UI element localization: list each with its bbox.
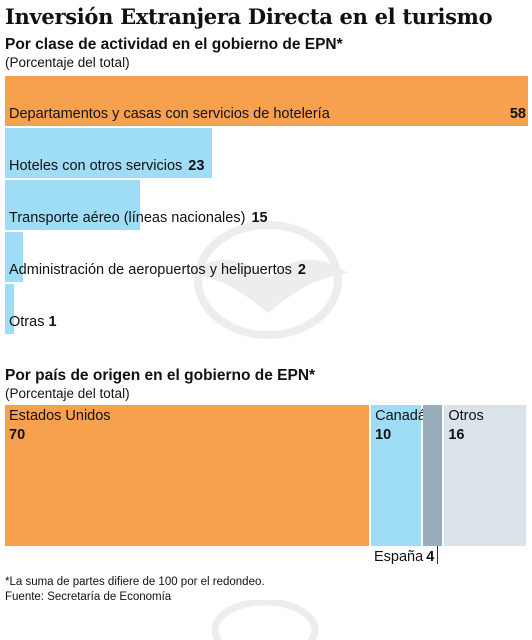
- bar-category-3: Administración de aeropuertos y helipuer…: [9, 262, 292, 278]
- eagle-emblem-watermark: [188, 221, 348, 339]
- bar-2: [5, 180, 141, 230]
- bar-category-1: Hoteles con otros servicios: [9, 158, 183, 174]
- country-value-3: 16: [448, 427, 465, 443]
- bar-value-0: 58: [509, 106, 526, 122]
- activity-bar-chart: Departamentos y casas con servicios de h…: [5, 76, 528, 334]
- spain-callout-label: España: [374, 549, 424, 565]
- bar-value-4: 1: [48, 314, 57, 330]
- country-tile-2: [423, 405, 443, 546]
- bar-value-3: 2: [297, 262, 306, 278]
- footnote: *La suma de partes difiere de 100 por el…: [5, 576, 265, 588]
- country-value-0: 70: [9, 427, 26, 443]
- bar-category-2: Transporte aéreo (líneas nacionales): [9, 210, 246, 226]
- spain-callout-line: [437, 546, 438, 564]
- bar-label-2: Transporte aéreo (líneas nacionales) 15: [9, 210, 268, 226]
- bar-category-4: Otras: [9, 314, 45, 330]
- bar-label-4: Otras 1: [9, 314, 57, 330]
- bar-label-1: Hoteles con otros servicios 23: [9, 158, 204, 174]
- spain-callout-value: 4: [426, 549, 435, 565]
- country-tile-0: [5, 405, 370, 546]
- spain-callout: España 4: [374, 549, 434, 565]
- activity-section-title: Por clase de actividad en el gobierno de…: [5, 36, 343, 53]
- bar-label-0: Departamentos y casas con servicios de h…: [9, 106, 330, 122]
- bar-category-0: Departamentos y casas con servicios de h…: [9, 106, 330, 122]
- bar-label-3: Administración de aeropuertos y helipuer…: [9, 262, 306, 278]
- eagle-emblem-watermark-bottom: [211, 600, 319, 640]
- bar-value-2: 15: [251, 210, 268, 226]
- country-name-1: Canadá: [375, 408, 426, 424]
- country-value-1: 10: [375, 427, 392, 443]
- bar-0: [5, 76, 528, 126]
- chart-title: Inversión Extranjera Directa en el turis…: [5, 4, 493, 29]
- bar-3: [5, 232, 24, 282]
- country-section-title: Por país de origen en el gobierno de EPN…: [5, 367, 316, 384]
- source-note: Fuente: Secretaría de Economía: [5, 591, 172, 603]
- bar-value-1: 23: [188, 158, 205, 174]
- bar-4: [5, 284, 15, 334]
- activity-section-unit: (Porcentaje del total): [5, 55, 130, 70]
- country-tile-3: [444, 405, 526, 546]
- country-tile-1: [371, 405, 422, 546]
- country-name-3: Otros: [448, 408, 484, 424]
- bar-1: [5, 128, 213, 178]
- country-name-0: Estados Unidos: [9, 408, 111, 424]
- country-section-unit: (Porcentaje del total): [5, 386, 130, 401]
